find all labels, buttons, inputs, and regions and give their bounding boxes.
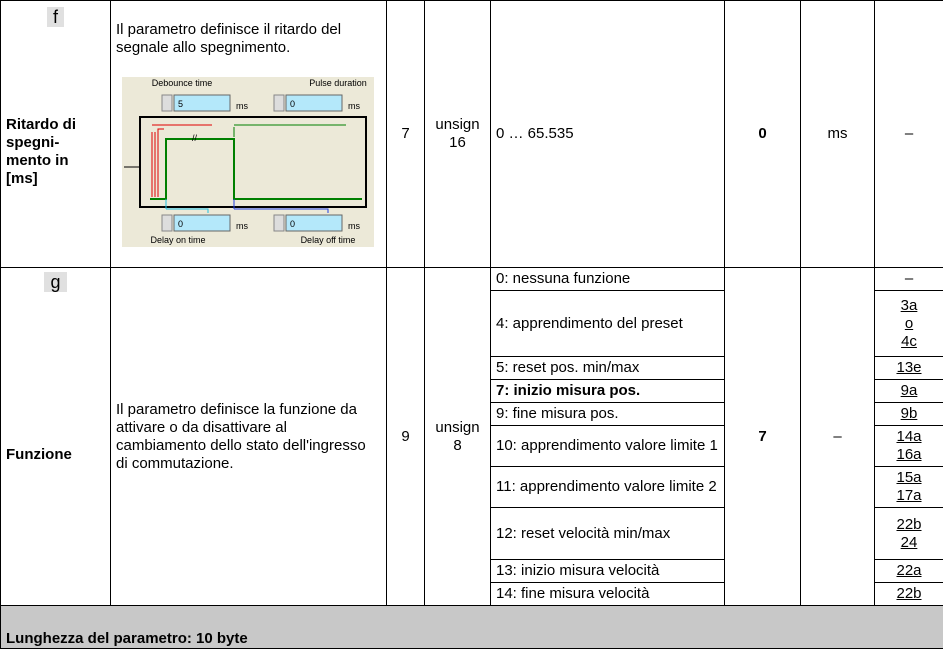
description: Il parametro definisce il ritardo del se…	[116, 21, 381, 57]
option: 13: inizio misura velocità	[491, 560, 725, 583]
description-cell: Il parametro definisce il ritardo del se…	[111, 1, 387, 268]
ref-link[interactable]: 9b	[901, 405, 918, 422]
option: 12: reset velocità min/max	[491, 508, 725, 560]
ref-cell: 9b	[875, 403, 943, 426]
option: 10: apprendimento valore limite 1	[491, 426, 725, 467]
ref-cell: 22b	[875, 583, 943, 606]
spinner-value: 0	[290, 219, 295, 229]
row-id: g	[44, 272, 66, 292]
row-id: f	[47, 7, 64, 27]
unit: –	[801, 268, 875, 606]
ref-link[interactable]: 14a 16a	[896, 428, 921, 463]
option: 4: apprendimento del preset	[491, 291, 725, 357]
size: 7	[387, 1, 425, 268]
data-type: unsign 16	[425, 1, 491, 268]
page: f Ritardo di spegni- mento in [ms] Il pa…	[0, 0, 943, 581]
unit: ms	[236, 101, 248, 111]
row-g: g Funzione Il parametro definisce la fun…	[1, 268, 943, 291]
ref-cell: 9a	[875, 380, 943, 403]
option: 0: nessuna funzione	[491, 268, 725, 291]
ref-link[interactable]: 3a o 4c	[901, 297, 918, 350]
figure-label: Debounce time	[152, 78, 213, 88]
default: 0	[725, 1, 801, 268]
ref-cell: 14a 16a	[875, 426, 943, 467]
break-mark: //	[192, 133, 198, 143]
name-cell: g Funzione	[1, 268, 111, 606]
ref-cell: 13e	[875, 357, 943, 380]
ref-link[interactable]: 9a	[901, 382, 918, 399]
unit: ms	[348, 221, 360, 231]
data-type: unsign 8	[425, 268, 491, 606]
reference: –	[875, 268, 943, 291]
ref-link[interactable]: 22a	[896, 562, 921, 579]
row-f: f Ritardo di spegni- mento in [ms] Il pa…	[1, 1, 943, 268]
figure-label: Delay on time	[150, 235, 205, 245]
size: 9	[387, 268, 425, 606]
ref-cell: 22a	[875, 560, 943, 583]
param-name: Ritardo di spegni- mento in [ms]	[6, 116, 76, 187]
param-name: Funzione	[6, 446, 72, 463]
figure-label: Pulse duration	[309, 78, 367, 88]
reference: –	[875, 1, 943, 268]
unit: ms	[801, 1, 875, 268]
option: 5: reset pos. min/max	[491, 357, 725, 380]
name-cell: f Ritardo di spegni- mento in [ms]	[1, 1, 111, 268]
ref-cell: 22b 24	[875, 508, 943, 560]
spinner-value: 0	[178, 219, 183, 229]
ref-link[interactable]: 22b 24	[896, 516, 921, 551]
option: 9: fine misura pos.	[491, 403, 725, 426]
range: 0 … 65.535	[491, 1, 725, 268]
option: 7: inizio misura pos.	[491, 380, 725, 403]
default: 7	[725, 268, 801, 606]
timing-figure: Debounce time Pulse duration 5 ms 0 ms	[122, 77, 374, 247]
ref-link[interactable]: 22b	[896, 585, 921, 602]
ref-link[interactable]: 13e	[896, 359, 921, 376]
ref-cell: 3a o 4c	[875, 291, 943, 357]
ref-link[interactable]: 15a 17a	[896, 469, 921, 504]
unit: ms	[348, 101, 360, 111]
figure-label: Delay off time	[301, 235, 356, 245]
unit: ms	[236, 221, 248, 231]
spinner-value: 0	[290, 99, 295, 109]
option: 11: apprendimento valore limite 2	[491, 467, 725, 508]
description: Il parametro definisce la funzione da at…	[111, 268, 387, 606]
footer: Lunghezza del parametro: 10 byte	[1, 606, 943, 649]
spinner-value: 5	[178, 99, 183, 109]
ref-cell: 15a 17a	[875, 467, 943, 508]
option: 14: fine misura velocità	[491, 583, 725, 606]
